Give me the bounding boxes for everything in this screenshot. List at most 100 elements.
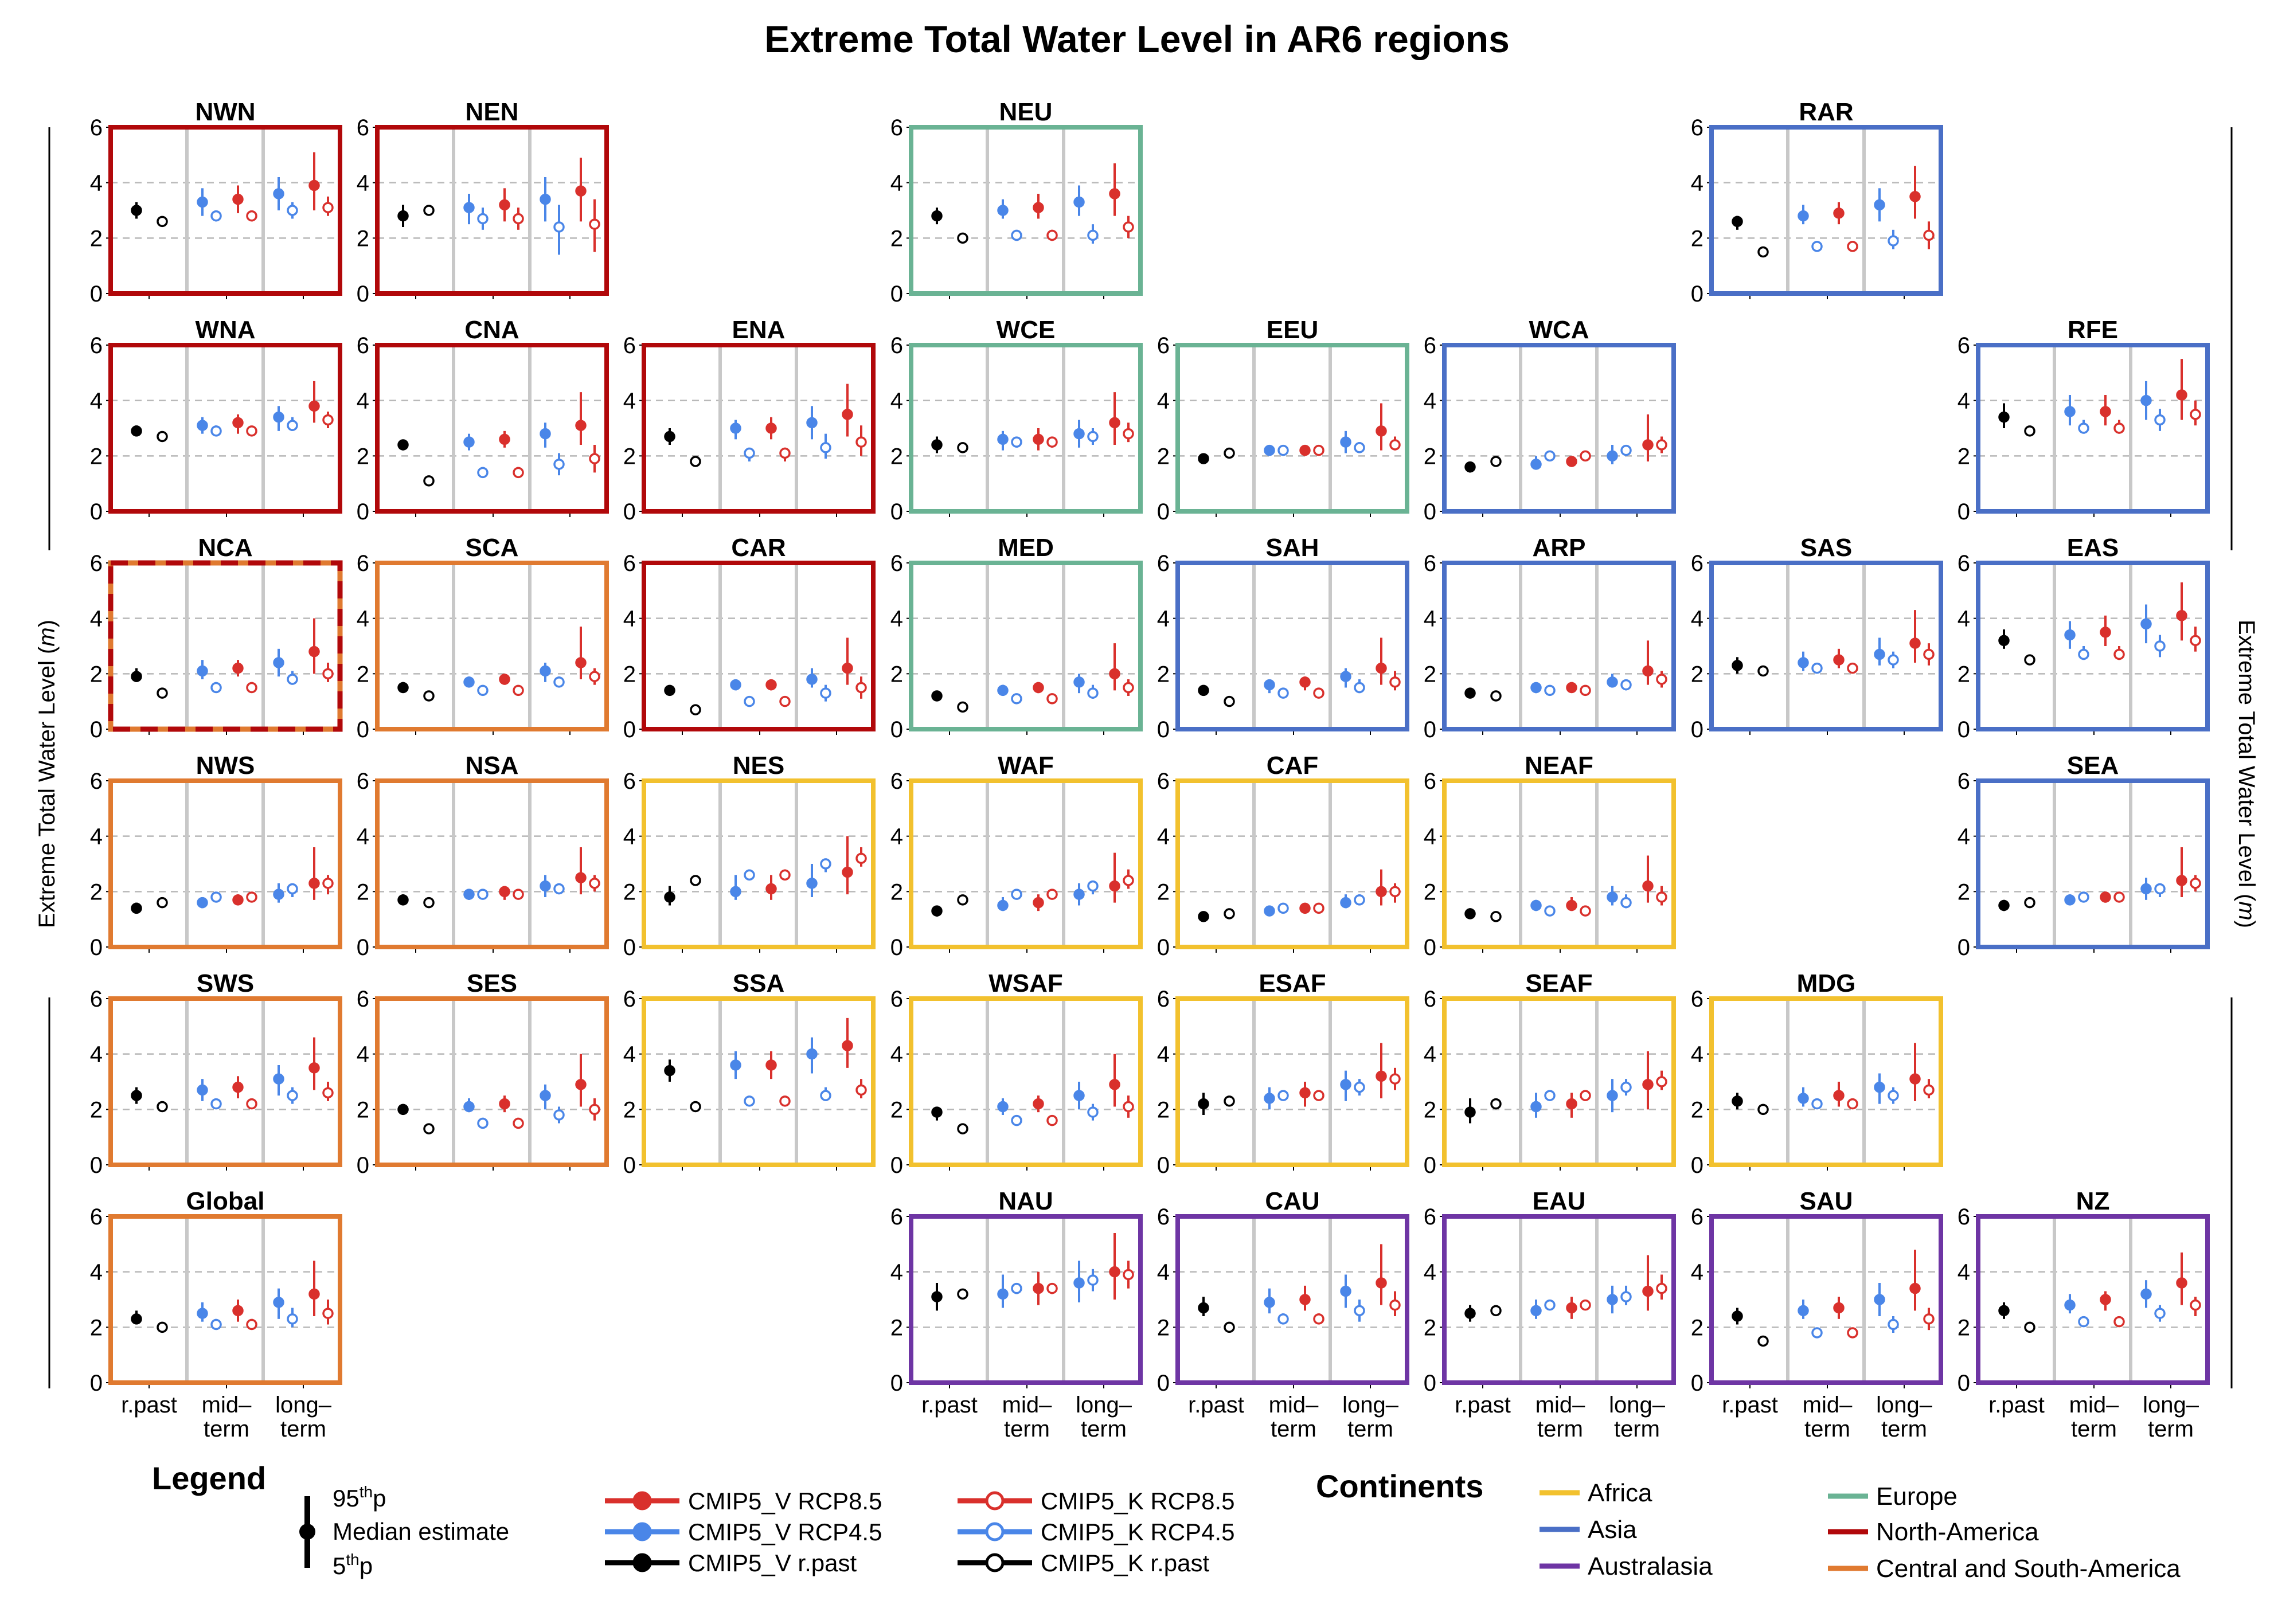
v-long-rcp45-median-point (1073, 1090, 1085, 1101)
y-tick-label: 6 (1157, 987, 1170, 1012)
panel-wsaf: 0 2 4 6 WSAF (890, 969, 1143, 1178)
k-mid-rcp85-median-point (1046, 1282, 1058, 1294)
y-tick-label: 6 (1957, 769, 1970, 794)
v-long-rcp85-median-point (1376, 425, 1387, 437)
v-long-rcp45-median-point (1607, 891, 1618, 903)
panel-sas: 0 2 4 6 SAS (1691, 534, 1943, 742)
k-mid-rcp45-median-point (2078, 422, 2089, 434)
y-tick-label: 0 (890, 935, 903, 960)
k-mid-rcp45-median-point (477, 684, 489, 696)
k-mid-rcp45-median-point (1544, 684, 1556, 696)
k-long-rcp45-median-point (553, 221, 565, 233)
panel-border (1709, 996, 1943, 1167)
y-tick-label: 2 (90, 444, 103, 469)
y-tick-label: 0 (357, 1153, 369, 1178)
legend-entry-label: CMIP5_V r.past (688, 1549, 857, 1576)
v-mid-rcp45-median-point (730, 679, 741, 691)
v-mid-rcp85-median-point (1033, 682, 1044, 694)
k-mid-rcp85-median-point (1046, 693, 1058, 705)
panel-border (1976, 343, 2210, 514)
k-rpast-median-point (1757, 665, 1769, 677)
panel-title: NSA (466, 752, 519, 780)
y-tick-label: 4 (1957, 824, 1970, 850)
k-rpast-median-point (423, 475, 435, 487)
y-tick-label: 2 (890, 1097, 903, 1122)
y-tick-label: 0 (1424, 499, 1436, 525)
x-tick-label: long– (1342, 1392, 1399, 1418)
v-long-rcp85-median-point (1109, 880, 1120, 892)
k-mid-rcp45-median-point (210, 425, 222, 437)
panel-ssa: 0 2 4 6 SSA (623, 969, 876, 1178)
v-mid-rcp45-median-point (997, 899, 1009, 911)
v-mid-rcp85-median-point (232, 1305, 244, 1317)
y-tick-label: 6 (1157, 333, 1170, 358)
k-rpast-median-point (1490, 1098, 1502, 1110)
v-long-rcp85-median-point (308, 179, 320, 191)
v-rpast-median-point (131, 425, 142, 437)
panel-sau: 0 2 4 6 SAU (1691, 1187, 1943, 1396)
k-long-rcp45-median-point (287, 883, 298, 895)
k-mid-rcp45-median-point (744, 1095, 755, 1107)
y-tick-label: 6 (1957, 551, 1970, 576)
v-long-rcp85-median-point (575, 185, 587, 197)
k-mid-rcp85-median-point (1313, 1313, 1324, 1325)
y-tick-label: 6 (90, 1204, 103, 1230)
panel-rar: 0 2 4 6 RAR (1691, 98, 1943, 307)
k-rpast-median-point (690, 704, 701, 715)
k-mid-rcp45-median-point (1277, 902, 1289, 914)
y-tick-label: 4 (623, 1042, 636, 1067)
k-rpast-median-point (2024, 654, 2035, 666)
y-tick-label: 4 (623, 389, 636, 414)
y-tick-label: 4 (890, 1260, 903, 1285)
panel-nwn: 0 2 4 6 NWN (90, 98, 342, 307)
v-long-rcp85-median-point (575, 1079, 587, 1090)
k-long-rcp45-median-point (1620, 897, 1632, 909)
k-long-rcp85-median-point (322, 878, 334, 889)
k-long-rcp45-median-point (1087, 1106, 1099, 1118)
panel-title: WCE (997, 316, 1056, 344)
v-rpast-median-point (664, 891, 675, 903)
k-long-rcp45-median-point (553, 1109, 565, 1121)
y-tick-label: 0 (1691, 1371, 1703, 1396)
v-mid-rcp85-median-point (1566, 456, 1577, 467)
x-tick-label: term (1537, 1416, 1583, 1442)
continents-legend-title: Continents (1316, 1468, 1483, 1504)
y-tick-label: 4 (1424, 389, 1436, 414)
y-tick-label: 4 (890, 389, 903, 414)
x-tick-label: term (1271, 1416, 1316, 1442)
y-tick-label: 2 (90, 662, 103, 687)
legend-marker-sample (985, 1522, 1005, 1541)
y-tick-label: 2 (623, 662, 636, 687)
v-long-rcp85-median-point (308, 645, 320, 658)
k-mid-rcp45-median-point (210, 891, 222, 903)
panel-border (108, 125, 342, 296)
k-long-rcp85-median-point (322, 414, 334, 426)
k-mid-rcp85-median-point (2113, 891, 2125, 903)
y-tick-label: 4 (357, 606, 369, 632)
k-rpast-median-point (423, 897, 435, 909)
k-mid-rcp85-median-point (513, 467, 524, 479)
panel-ena: 0 2 4 6 ENA (623, 316, 876, 525)
legend-entry-label: CMIP5_K r.past (1041, 1549, 1209, 1576)
k-mid-rcp85-median-point (1046, 436, 1058, 448)
v-mid-rcp45-median-point (463, 676, 475, 688)
y-tick-label: 6 (357, 551, 369, 576)
k-rpast-median-point (157, 897, 168, 909)
y-tick-label: 0 (1957, 499, 1970, 525)
y-tick-label: 2 (90, 879, 103, 905)
v-mid-rcp85-median-point (2100, 1294, 2111, 1305)
panel-title: CNA (464, 316, 519, 344)
panel-border (1976, 561, 2210, 731)
v-long-rcp45-median-point (1340, 1079, 1351, 1090)
y-tick-label: 4 (1691, 1042, 1703, 1067)
k-mid-rcp85-median-point (1313, 1090, 1324, 1101)
k-long-rcp45-median-point (1354, 894, 1365, 906)
panel-border (1442, 561, 1676, 731)
panel-border (108, 560, 343, 732)
y-tick-label: 0 (890, 281, 903, 307)
y-tick-label: 4 (890, 1042, 903, 1067)
k-rpast-median-point (423, 1123, 435, 1134)
v-mid-rcp45-median-point (1798, 657, 1809, 668)
v-mid-rcp45-median-point (463, 1101, 475, 1113)
panel-title: EEU (1267, 316, 1318, 344)
